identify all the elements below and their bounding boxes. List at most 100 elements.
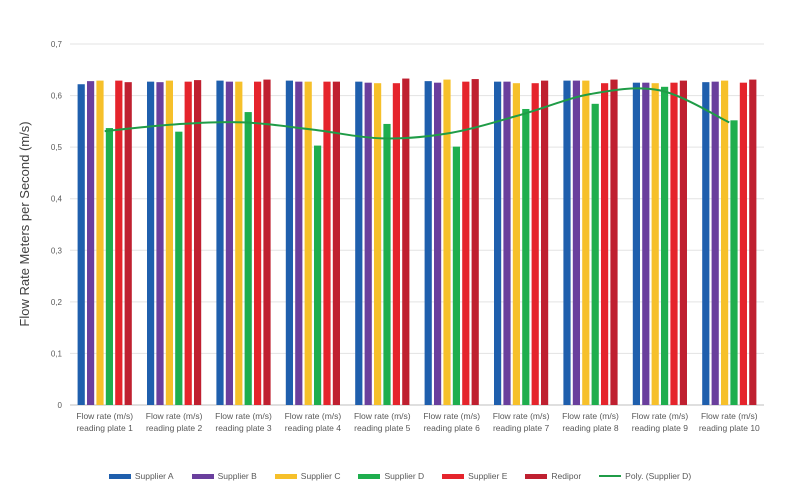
bar (503, 81, 511, 405)
bar (651, 83, 659, 406)
bar (374, 83, 382, 406)
bar (77, 84, 85, 406)
bar (254, 81, 262, 405)
bar (679, 80, 687, 405)
x-tick-label: reading plate 3 (215, 423, 272, 433)
legend-swatch (358, 473, 381, 479)
x-tick-label: reading plate 6 (424, 423, 481, 433)
x-tick-label: reading plate 4 (285, 423, 342, 433)
bar (115, 80, 123, 405)
legend-item: Supplier D (358, 471, 424, 481)
legend-item: Poly. (Supplier D) (599, 471, 691, 481)
bar (610, 79, 618, 405)
bar (512, 83, 520, 406)
bars (77, 78, 757, 406)
y-tick-label: 0,2 (51, 298, 63, 307)
bar (601, 83, 609, 406)
bar (147, 81, 155, 405)
bar (184, 81, 192, 405)
bar (402, 78, 410, 405)
bar (194, 80, 202, 405)
legend-swatch (599, 475, 622, 477)
bar (156, 82, 164, 406)
bar (105, 128, 113, 405)
chart: 0 0,1 0,2 0,3 0,4 0,5 0,6 0,7 Flow rate (m/s) re… (17, 40, 764, 433)
y-tick-label: 0,6 (51, 92, 63, 101)
legend-label: Supplier A (134, 471, 174, 481)
legend-swatch (191, 473, 214, 479)
bar (661, 86, 669, 405)
bar (304, 81, 312, 405)
legend-label: Poly. (Supplier D) (625, 471, 692, 481)
legend-item: Redipor (525, 471, 581, 481)
bar (739, 82, 747, 405)
y-tick-label: 0,3 (51, 246, 63, 255)
legend-label: Supplier D (384, 471, 425, 481)
y-tick-label: 0 (58, 401, 63, 410)
x-tick-label: reading plate 9 (632, 423, 689, 433)
bar (216, 80, 224, 405)
x-axis-categories: Flow rate (m/s) reading plate 1 Flow rate … (76, 411, 760, 433)
x-tick-label: reading plate 5 (354, 423, 411, 433)
bar (749, 79, 757, 405)
bar (87, 81, 95, 405)
y-tick-label: 0,7 (51, 40, 63, 49)
y-tick-label: 0,4 (51, 195, 63, 204)
x-tick-label: Flow rate (m/s) (493, 411, 550, 421)
bar (591, 103, 599, 405)
bar (263, 79, 271, 405)
bar (314, 145, 322, 406)
legend-label: Supplier C (300, 471, 341, 481)
bar (285, 80, 293, 405)
bar (471, 79, 479, 405)
trendline-supplier-d (104, 87, 730, 140)
x-tick-label: Flow rate (m/s) (146, 411, 203, 421)
legend-item: Supplier A (108, 471, 174, 481)
x-tick-label: Flow rate (m/s) (562, 411, 619, 421)
bar (541, 80, 549, 405)
bar (632, 82, 640, 405)
legend-label: Supplier B (217, 471, 257, 481)
bar (323, 81, 331, 405)
x-tick-label: Flow rate (m/s) (423, 411, 480, 421)
legend-swatch (442, 473, 465, 479)
legend-label: Supplier E (468, 471, 508, 481)
bar (235, 81, 243, 405)
trendline (104, 87, 730, 140)
bar (702, 82, 710, 406)
bar (721, 80, 729, 405)
x-tick-label: Flow rate (m/s) (354, 411, 411, 421)
legend-swatch (525, 473, 548, 479)
legend-item: Supplier C (274, 471, 341, 481)
x-tick-label: reading plate 8 (562, 423, 619, 433)
bar (711, 81, 719, 405)
x-tick-label: reading plate 1 (77, 423, 134, 433)
bar (452, 146, 460, 405)
y-tick-label: 0,5 (51, 143, 63, 152)
gridlines (70, 43, 764, 406)
bar (572, 80, 580, 405)
y-axis-label: Flow Rate Meters per Second (m/s) (17, 121, 32, 326)
bar (383, 123, 391, 405)
x-tick-label: Flow rate (m/s) (632, 411, 689, 421)
x-tick-label: Flow rate (m/s) (76, 411, 133, 421)
x-tick-label: Flow rate (m/s) (215, 411, 272, 421)
x-tick-label: Flow rate (m/s) (701, 411, 758, 421)
bar (96, 80, 104, 405)
bar (522, 108, 530, 405)
legend-item: Supplier B (191, 471, 257, 481)
legend-swatch (108, 473, 131, 479)
bar (462, 81, 470, 405)
bar (175, 131, 183, 405)
x-tick-label: reading plate 7 (493, 423, 550, 433)
x-tick-label: reading plate 10 (699, 423, 760, 433)
bar (392, 83, 400, 406)
y-tick-label: 0,1 (51, 349, 63, 358)
y-axis-ticks: 0 0,1 0,2 0,3 0,4 0,5 0,6 0,7 (51, 40, 63, 410)
x-tick-label: reading plate 2 (146, 423, 203, 433)
bar (165, 80, 173, 405)
bar (225, 81, 233, 405)
bar (494, 81, 502, 405)
bar (364, 82, 372, 405)
bar (563, 80, 571, 405)
